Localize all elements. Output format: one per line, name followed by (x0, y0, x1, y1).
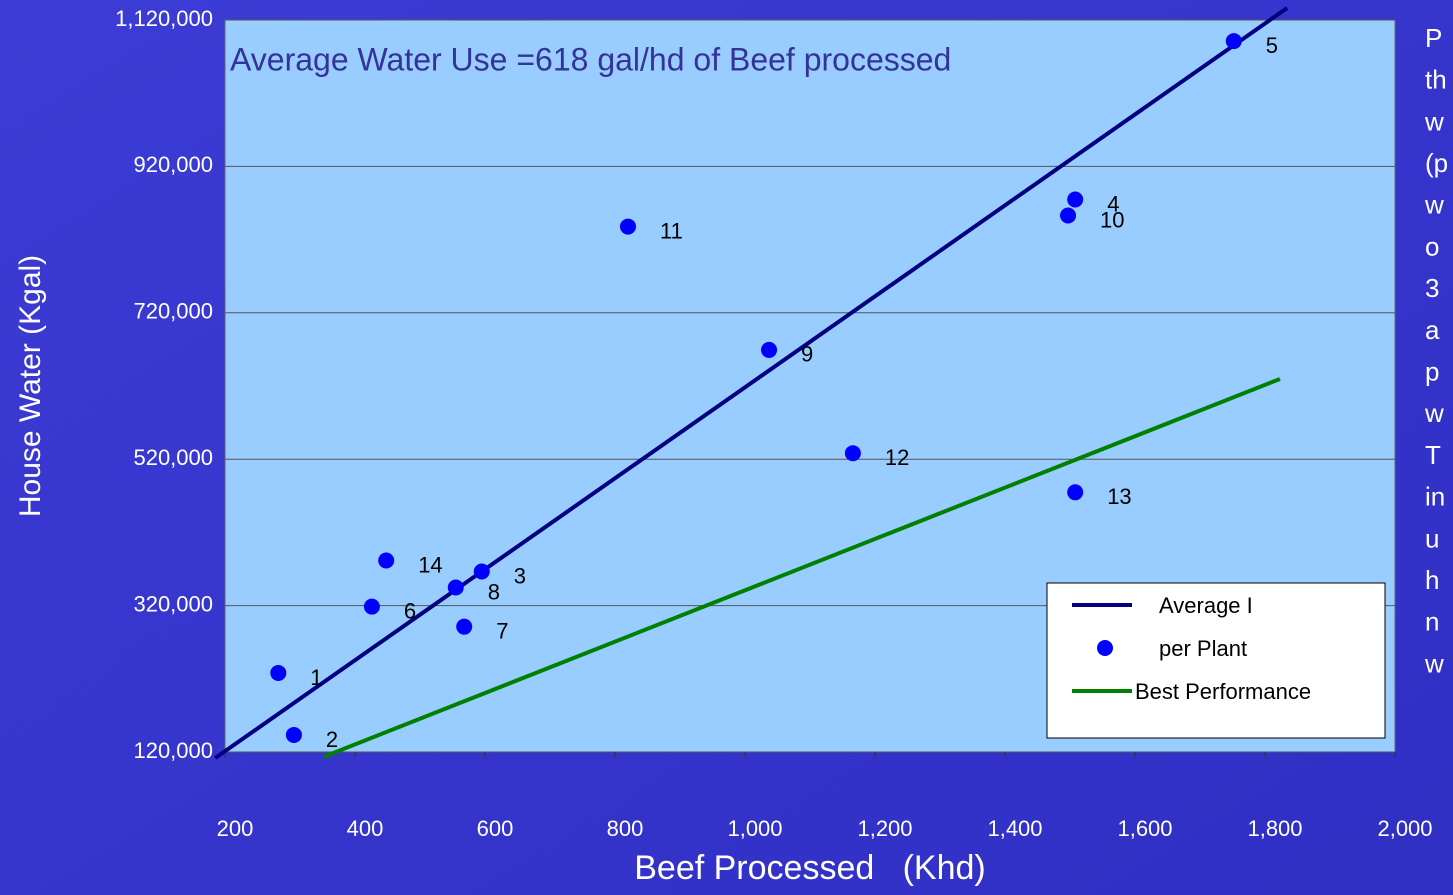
data-point (270, 664, 287, 681)
x-tick-label: 1,200 (857, 816, 912, 841)
side-text: (p (1425, 148, 1448, 178)
y-tick-label: 920,000 (133, 152, 213, 177)
point-label: 4 (1107, 191, 1119, 216)
data-point (1067, 484, 1084, 501)
point-label: 5 (1266, 33, 1278, 58)
side-text: o (1425, 231, 1439, 261)
data-point (620, 218, 636, 235)
side-text: w (1424, 190, 1444, 220)
y-tick-label: 120,000 (133, 738, 213, 763)
data-point (844, 445, 861, 462)
data-point (378, 552, 395, 569)
data-point (447, 579, 464, 596)
side-text: p (1425, 356, 1439, 386)
x-tick-label: 400 (347, 816, 384, 841)
side-text: w (1424, 398, 1444, 428)
side-text: T (1425, 440, 1441, 470)
x-tick-label: 800 (607, 816, 644, 841)
side-text: 3 (1425, 273, 1439, 303)
y-tick-label: 320,000 (133, 591, 213, 616)
x-tick-label: 2,000 (1377, 816, 1432, 841)
point-label: 14 (418, 552, 442, 577)
point-label: 9 (801, 342, 813, 367)
point-label: 12 (885, 445, 909, 470)
legend-label: Average I (1159, 593, 1253, 618)
data-point (1060, 207, 1077, 224)
y-axis-title: House Water (Kgal) (14, 255, 47, 517)
side-text: w (1424, 648, 1444, 678)
x-tick-label: 600 (477, 816, 514, 841)
x-axis-title: Beef Processed (Khd) (634, 849, 986, 887)
x-tick-label: 200 (217, 816, 254, 841)
x-tick-label: 1,800 (1247, 816, 1302, 841)
side-text: in (1425, 482, 1445, 512)
data-point (473, 563, 490, 580)
point-label: 8 (488, 579, 500, 604)
data-point (456, 618, 473, 635)
legend-box (1046, 582, 1386, 739)
legend-swatch (1097, 640, 1113, 656)
x-tick-label: 1,000 (727, 816, 782, 841)
data-point (1067, 191, 1084, 208)
trend-line (214, 6, 1289, 760)
side-text: n (1425, 607, 1439, 637)
trend-line (322, 377, 1281, 759)
data-point (761, 341, 778, 358)
side-text: P (1425, 23, 1442, 53)
legend-label: per Plant (1159, 636, 1247, 661)
point-label: 7 (496, 618, 508, 643)
point-label: 11 (660, 218, 683, 243)
point-label: 2 (326, 727, 338, 752)
side-text: u (1425, 523, 1439, 553)
point-label: 3 (514, 563, 526, 588)
x-tick-label: 1,600 (1117, 816, 1172, 841)
data-point (363, 598, 380, 615)
side-text: a (1425, 315, 1440, 345)
legend-label: Best Performance (1135, 679, 1311, 704)
side-text: h (1425, 565, 1439, 595)
x-tick-label: 1,400 (987, 816, 1042, 841)
point-label: 13 (1107, 484, 1131, 509)
y-tick-label: 520,000 (133, 445, 213, 470)
side-text: w (1424, 106, 1444, 136)
side-text: th (1425, 65, 1447, 95)
y-tick-label: 1,120,000 (115, 6, 213, 31)
point-label: 1 (310, 665, 322, 690)
data-point (285, 726, 302, 743)
y-tick-label: 720,000 (133, 299, 213, 324)
point-label: 6 (404, 598, 416, 623)
annotation: Average Water Use =618 gal/hd of Beef pr… (230, 41, 951, 77)
point-label: 10 (1100, 207, 1124, 232)
data-point (1225, 33, 1242, 50)
